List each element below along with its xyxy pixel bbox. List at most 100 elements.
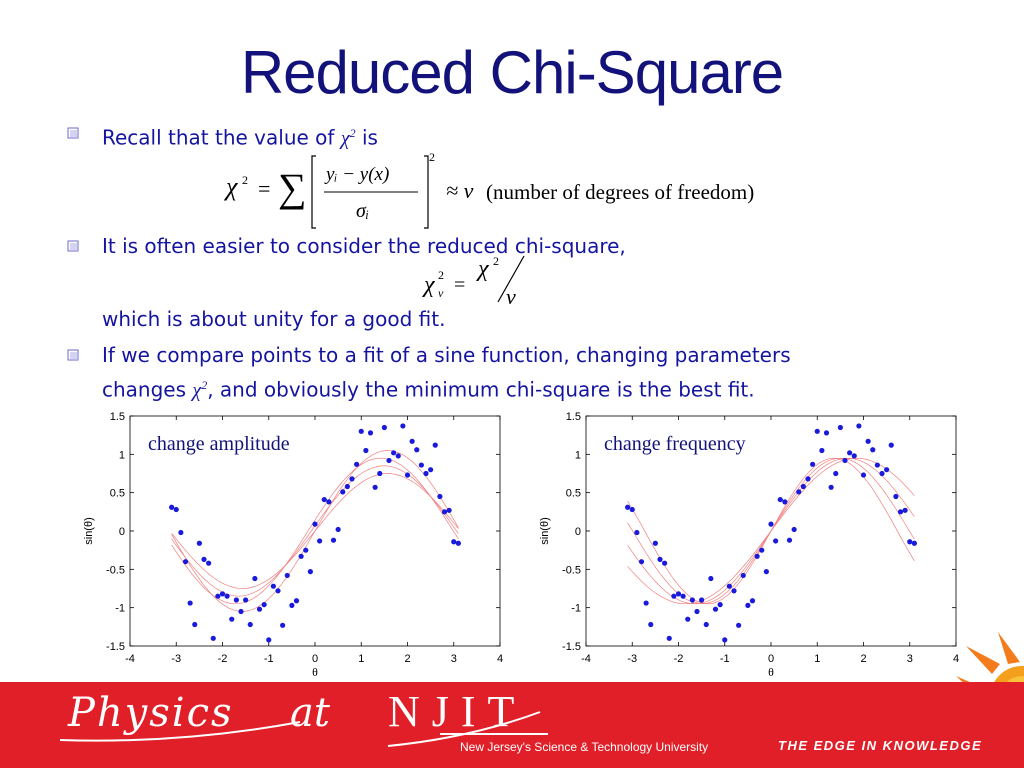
data-point <box>377 470 383 477</box>
bullet-2-continued: which is about unity for a good fit. <box>102 307 446 331</box>
y-axis-label: sin(θ) <box>539 517 551 545</box>
data-point <box>810 461 816 467</box>
bullet-3-line-1: If we compare points to a fit of a sine … <box>102 343 791 367</box>
y-tick-label: 0.5 <box>110 488 125 500</box>
data-point <box>312 521 318 527</box>
x-tick-label: 3 <box>907 653 913 665</box>
data-point <box>833 470 839 477</box>
data-point <box>224 593 230 599</box>
data-point <box>708 575 714 582</box>
data-point <box>884 467 890 473</box>
data-point <box>270 583 276 589</box>
data-point <box>363 447 369 454</box>
data-point <box>722 637 728 643</box>
data-point <box>777 496 783 503</box>
slide-title: Reduced Chi-Square <box>240 39 784 106</box>
data-point <box>893 493 899 500</box>
x-tick-label: -4 <box>581 653 591 665</box>
footer-tagline: THE EDGE IN KNOWLEDGE <box>778 738 983 753</box>
reduced-numerator: χ <box>478 256 489 282</box>
data-point <box>280 622 286 628</box>
data-point <box>837 424 843 431</box>
reduced-chi-lhs-sub: ν <box>438 286 444 300</box>
chi-exponent: 2 <box>349 126 356 140</box>
x-tick-label: -2 <box>218 653 228 665</box>
x-axis-label: θ <box>312 665 318 679</box>
reduced-numerator-sup: 2 <box>493 254 499 268</box>
data-point <box>326 499 332 505</box>
x-tick-label: -2 <box>674 653 684 665</box>
data-point <box>372 484 378 490</box>
data-point <box>196 540 202 546</box>
data-point <box>897 509 904 515</box>
data-point <box>847 450 853 456</box>
data-point <box>823 430 830 436</box>
data-point <box>828 484 834 490</box>
data-point <box>455 540 461 546</box>
data-point <box>689 597 695 603</box>
data-point <box>441 509 448 515</box>
degrees-of-freedom: (number of degrees of freedom) <box>486 180 755 204</box>
plot-annotation: change frequency <box>604 433 746 455</box>
data-point <box>685 616 691 622</box>
data-point <box>423 470 429 477</box>
data-point <box>210 635 216 641</box>
bullet-marker <box>67 240 79 252</box>
bullet-3-after: , and obviously the minimum chi-square i… <box>207 377 755 402</box>
data-point <box>874 462 880 468</box>
data-point <box>726 583 732 589</box>
y-tick-label: -0.5 <box>562 564 581 576</box>
data-point <box>386 457 392 464</box>
data-point <box>169 504 175 510</box>
data-point <box>856 423 862 429</box>
data-point <box>851 453 857 459</box>
x-tick-label: 4 <box>497 653 503 665</box>
slash-divider <box>497 255 525 303</box>
data-point <box>247 621 253 628</box>
data-point <box>754 553 760 559</box>
fit-curve <box>627 457 915 605</box>
data-point <box>354 461 360 467</box>
data-point <box>381 424 387 431</box>
y-tick-label: -1 <box>571 603 581 615</box>
bullet-1-text-before: Recall that the value of <box>102 125 341 150</box>
data-point <box>298 553 304 559</box>
chi-lhs-sup: 2 <box>242 173 248 187</box>
y-tick-label: 0.5 <box>566 488 581 500</box>
data-point <box>731 588 737 594</box>
data-point <box>786 537 793 543</box>
data-point <box>648 621 654 628</box>
x-tick-label: 1 <box>358 653 364 665</box>
data-point <box>358 428 364 434</box>
data-point <box>703 621 709 628</box>
data-point <box>888 442 894 448</box>
data-point <box>773 538 779 544</box>
data-point <box>275 588 281 594</box>
approx-nu: ≈ ν <box>446 178 474 203</box>
x-tick-label: -3 <box>171 653 181 665</box>
data-point <box>662 560 668 566</box>
data-point <box>289 602 295 608</box>
data-point <box>446 507 452 513</box>
university-name: New Jersey's Science & Technology Univer… <box>460 740 709 754</box>
data-point <box>215 593 221 599</box>
data-point <box>736 622 742 628</box>
numerator: yᵢ − y(x) <box>326 164 390 185</box>
data-point <box>907 539 913 545</box>
data-point <box>643 600 649 606</box>
x-tick-label: 3 <box>451 653 457 665</box>
data-point <box>201 556 207 562</box>
data-point <box>404 472 411 478</box>
chi-exponent: 2 <box>201 378 208 392</box>
data-point <box>791 526 797 533</box>
data-point <box>865 438 871 444</box>
data-point <box>182 559 189 565</box>
y-tick-label: 0 <box>575 526 581 538</box>
data-point <box>652 540 658 546</box>
data-point <box>629 506 635 513</box>
data-point <box>395 453 401 459</box>
data-point <box>187 600 193 606</box>
data-point <box>671 593 677 599</box>
